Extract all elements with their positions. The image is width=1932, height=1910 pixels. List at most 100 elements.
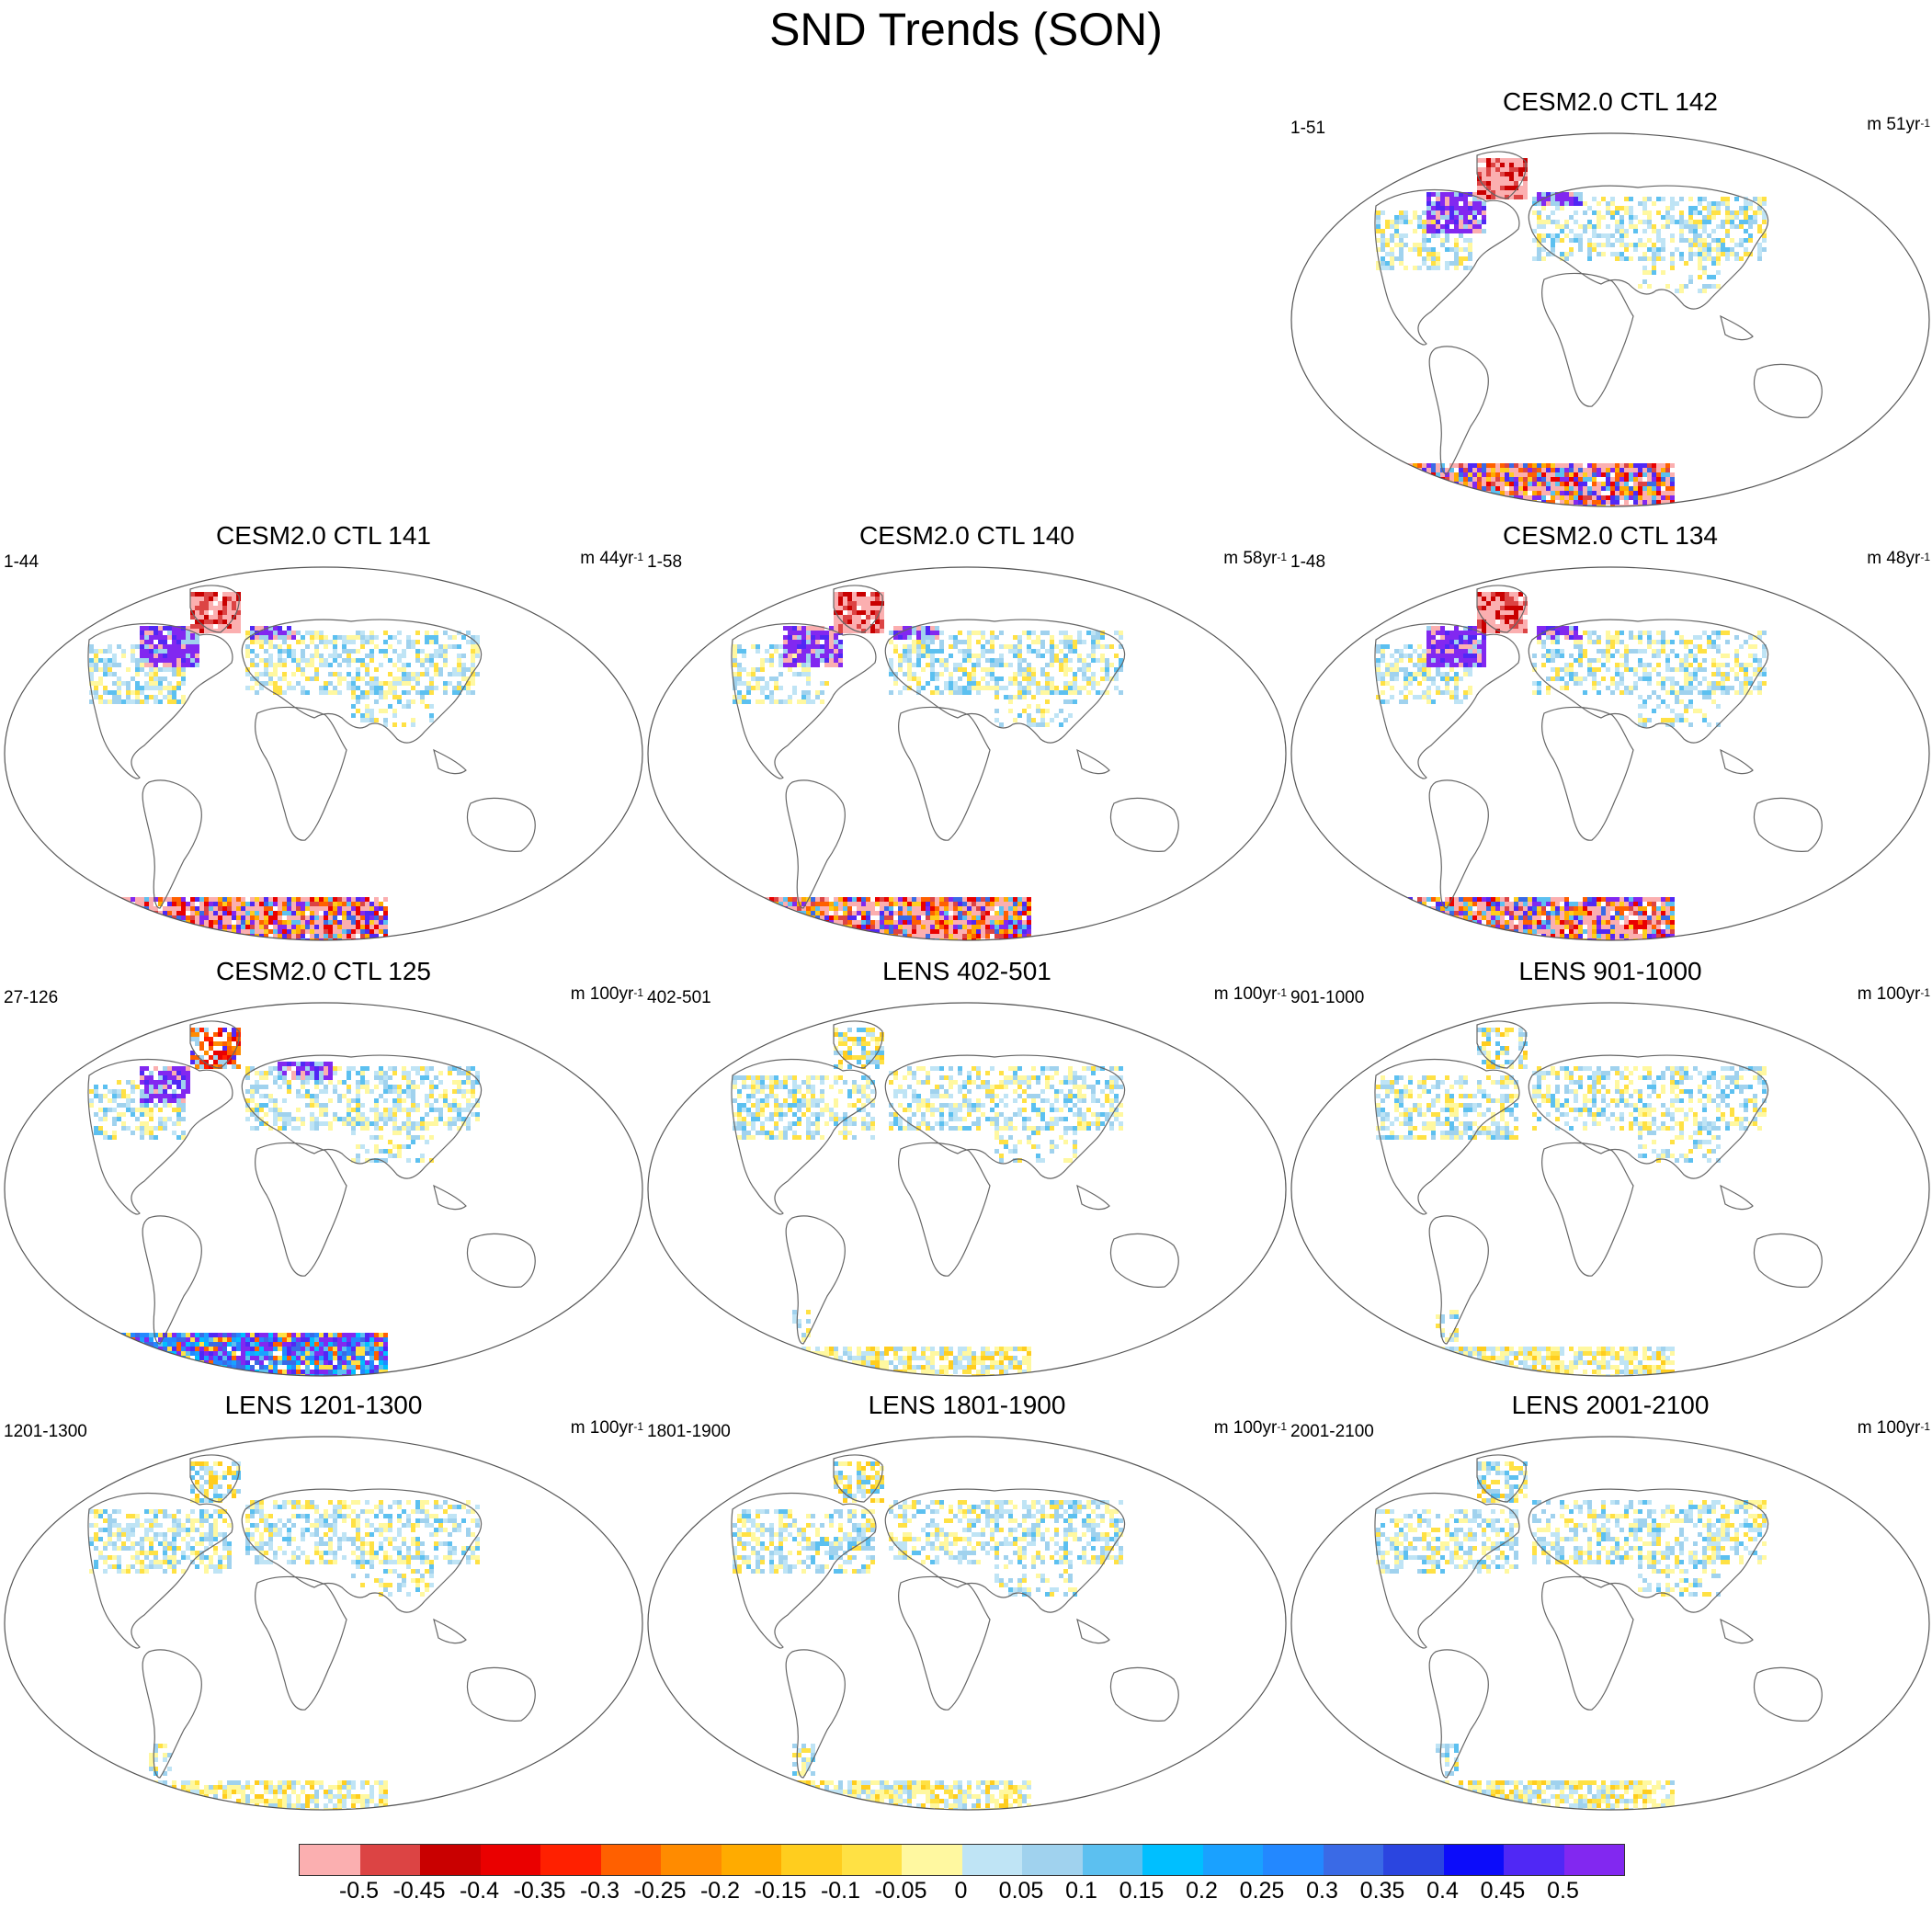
trend-cell xyxy=(939,906,944,911)
trend-cell xyxy=(167,690,172,695)
trend-cell xyxy=(1031,681,1036,686)
trend-cell xyxy=(1468,640,1472,644)
trend-cell xyxy=(1482,167,1486,172)
trend-cell xyxy=(972,915,976,920)
trend-cell xyxy=(1647,495,1652,500)
trend-cell xyxy=(328,925,333,929)
trend-cell xyxy=(820,626,824,631)
trend-cell xyxy=(1707,233,1711,238)
trend-cell xyxy=(135,934,140,938)
trend-cell xyxy=(108,663,112,667)
trend-cell xyxy=(1027,690,1031,695)
trend-cell xyxy=(1417,658,1422,663)
trend-cell xyxy=(291,672,296,676)
trend-cell xyxy=(167,663,172,667)
trend-cell xyxy=(1404,266,1408,270)
trend-cell xyxy=(172,902,176,906)
trend-cell xyxy=(852,601,857,606)
trend-cell xyxy=(227,620,232,624)
trend-cell xyxy=(1675,654,1679,658)
trend-cell xyxy=(953,920,958,925)
trend-cell xyxy=(1528,477,1532,482)
trend-cell xyxy=(176,911,181,915)
trend-cell xyxy=(255,626,259,631)
trend-cell xyxy=(204,920,209,925)
trend-cell xyxy=(383,897,388,902)
trend-cell xyxy=(1426,192,1431,197)
trend-cell xyxy=(1381,654,1385,658)
trend-cell xyxy=(126,911,131,915)
trend-cell xyxy=(328,934,333,938)
trend-cell xyxy=(843,938,847,940)
panel-ctl142: CESM2.0 CTL 142 1-51 m 51yr-1 xyxy=(1289,86,1932,509)
trend-cell xyxy=(411,672,415,676)
trend-cell xyxy=(1482,220,1486,224)
trend-cell xyxy=(163,686,167,690)
trend-cell xyxy=(1601,663,1606,667)
trend-cell xyxy=(926,681,930,686)
trend-cell xyxy=(1381,676,1385,681)
trend-cell xyxy=(1463,640,1468,644)
trend-cell xyxy=(273,631,278,635)
trend-cell xyxy=(1017,906,1022,911)
trend-cell xyxy=(1610,676,1615,681)
trend-cell xyxy=(333,640,337,644)
trend-cell xyxy=(1560,206,1564,210)
trend-cell xyxy=(962,640,967,644)
trend-cell xyxy=(1624,658,1629,663)
trend-cell xyxy=(1670,718,1675,722)
trend-cell xyxy=(475,644,480,649)
trend-cell xyxy=(1394,658,1399,663)
trend-cell xyxy=(1417,505,1422,506)
trend-cell xyxy=(379,906,383,911)
trend-cell xyxy=(356,658,360,663)
trend-cell xyxy=(898,915,903,920)
trend-cell xyxy=(392,690,397,695)
trend-cell xyxy=(1652,500,1656,505)
trend-cell xyxy=(1008,681,1013,686)
trend-cell xyxy=(1652,468,1656,472)
trend-cell xyxy=(1551,676,1555,681)
trend-cell xyxy=(1725,631,1730,635)
trend-cell xyxy=(1629,495,1633,500)
trend-cell xyxy=(1422,920,1426,925)
trend-cell xyxy=(103,663,108,667)
trend-cell xyxy=(788,902,792,906)
trend-cell xyxy=(912,676,916,681)
trend-cell xyxy=(218,624,222,629)
trend-cell xyxy=(1417,644,1422,649)
trend-cell xyxy=(190,929,195,934)
trend-cell xyxy=(737,644,742,649)
trend-cell xyxy=(1491,167,1495,172)
trend-cell xyxy=(333,902,337,906)
trend-cell xyxy=(1546,676,1551,681)
trend-cell xyxy=(342,658,347,663)
trend-cell xyxy=(342,897,347,902)
trend-cell xyxy=(1477,491,1482,495)
trend-cell xyxy=(222,592,227,597)
trend-cell xyxy=(1665,505,1670,506)
trend-cell xyxy=(884,938,889,940)
trend-cell xyxy=(1381,233,1385,238)
trend-cell xyxy=(1436,201,1440,206)
trend-cell xyxy=(985,929,990,934)
trend-cell xyxy=(1036,686,1040,690)
trend-cell xyxy=(1431,468,1436,472)
trend-cell xyxy=(1642,210,1647,215)
trend-cell xyxy=(1109,663,1114,667)
trend-cell xyxy=(351,695,356,699)
trend-cell xyxy=(1739,206,1744,210)
trend-cell xyxy=(1574,644,1578,649)
trend-cell xyxy=(324,934,328,938)
trend-cell xyxy=(351,929,356,934)
trend-cell xyxy=(792,640,797,644)
trend-cell xyxy=(204,610,209,615)
trend-cell xyxy=(347,654,351,658)
trend-cell xyxy=(1463,472,1468,477)
trend-cell xyxy=(893,635,898,640)
trend-cell xyxy=(429,663,434,667)
trend-cell xyxy=(153,681,158,686)
trend-cell xyxy=(1757,690,1762,695)
trend-cell xyxy=(1045,709,1050,713)
trend-cell xyxy=(140,654,144,658)
